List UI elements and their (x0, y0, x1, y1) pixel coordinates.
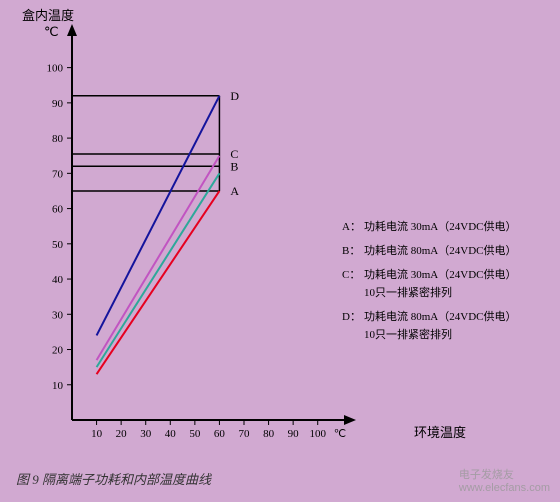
svg-text:10: 10 (52, 380, 64, 392)
svg-text:盒内温度: 盒内温度 (22, 8, 74, 23)
svg-text:℃: ℃ (44, 24, 59, 39)
svg-text:40: 40 (165, 428, 177, 440)
svg-text:环境温度: 环境温度 (414, 425, 466, 440)
svg-text:D：: D： (342, 311, 361, 323)
svg-text:A：: A： (342, 221, 361, 233)
svg-text:B：: B： (342, 245, 360, 257)
svg-text:30: 30 (140, 428, 152, 440)
svg-text:30: 30 (52, 309, 64, 321)
svg-text:A: A (230, 184, 239, 198)
svg-text:90: 90 (288, 428, 300, 440)
svg-text:20: 20 (52, 345, 64, 357)
svg-text:10: 10 (91, 428, 103, 440)
svg-text:功耗电流 30mA（24VDC供电）: 功耗电流 30mA（24VDC供电） (364, 219, 516, 233)
svg-text:℃: ℃ (334, 428, 346, 440)
svg-text:70: 70 (239, 428, 251, 440)
svg-text:20: 20 (116, 428, 128, 440)
svg-text:50: 50 (52, 239, 64, 251)
svg-text:60: 60 (52, 204, 64, 216)
svg-text:D: D (230, 89, 239, 103)
svg-text:10只一排紧密排列: 10只一排紧密排列 (364, 285, 452, 299)
svg-text:B: B (230, 159, 238, 173)
svg-text:C：: C： (342, 269, 360, 281)
watermark-line1: 电子发烧友 (459, 466, 550, 482)
svg-text:70: 70 (52, 168, 64, 180)
svg-text:100: 100 (309, 428, 326, 440)
svg-text:功耗电流 30mA（24VDC供电）: 功耗电流 30mA（24VDC供电） (364, 267, 516, 281)
svg-text:60: 60 (214, 428, 226, 440)
figure-container: 10 20 30 40 50 60 70 80 90 100 10 20 30 40 50 60 70 80 90 1… (0, 0, 560, 502)
chart-svg: 10 20 30 40 50 60 70 80 90 100 10 20 30 40 50 60 70 80 90 1… (0, 0, 560, 462)
svg-text:80: 80 (52, 133, 64, 145)
svg-text:40: 40 (52, 274, 64, 286)
svg-text:80: 80 (263, 428, 275, 440)
svg-text:10只一排紧密排列: 10只一排紧密排列 (364, 327, 452, 341)
watermark-line2: www.elecfans.com (459, 482, 550, 494)
figure-caption: 图 9 隔离端子功耗和内部温度曲线 (16, 469, 211, 488)
svg-text:功耗电流 80mA（24VDC供电）: 功耗电流 80mA（24VDC供电） (364, 243, 516, 257)
svg-text:功耗电流 80mA（24VDC供电）: 功耗电流 80mA（24VDC供电） (364, 309, 516, 323)
watermark: 电子发烧友 www.elecfans.com (459, 466, 550, 494)
svg-text:90: 90 (52, 98, 64, 110)
svg-text:100: 100 (47, 63, 64, 75)
svg-text:50: 50 (189, 428, 201, 440)
svg-text:C: C (230, 147, 238, 161)
